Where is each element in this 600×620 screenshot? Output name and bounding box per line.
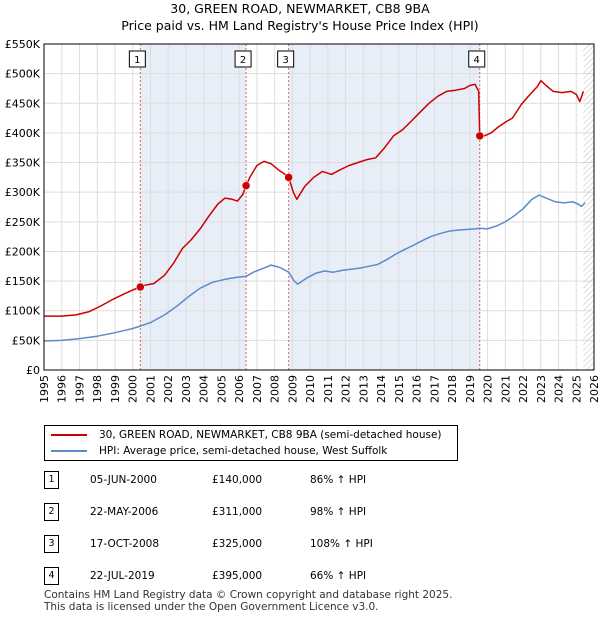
x-tick-label: 1998: [91, 375, 104, 403]
x-tick-label: 2003: [180, 375, 193, 403]
sale-point: [475, 131, 484, 141]
chart-title: 30, GREEN ROAD, NEWMARKET, CB8 9BA Price…: [0, 0, 600, 34]
legend-item-property: 30, GREEN ROAD, NEWMARKET, CB8 9BA (semi…: [51, 427, 442, 443]
x-tick-label: 1997: [73, 375, 86, 403]
legend-item-hpi: HPI: Average price, semi-detached house,…: [51, 443, 387, 459]
x-tick-label: 2021: [499, 375, 512, 403]
x-tick-label: 2020: [482, 375, 495, 403]
x-tick-label: 2000: [127, 375, 140, 403]
x-tick-label: 2016: [411, 375, 424, 403]
x-tick-label: 2004: [198, 375, 211, 403]
x-tick-label: 2018: [446, 375, 459, 403]
y-tick-label: £300K: [5, 186, 41, 199]
sale-row: 4 22-JUL-2019 £395,000 66% ↑ HPI: [44, 566, 464, 586]
y-tick-label: £50K: [12, 334, 41, 347]
forecast-hatch: [583, 44, 594, 370]
x-tick-label: 2001: [144, 375, 157, 403]
sale-hpi-change: 86% ↑ HPI: [310, 474, 367, 486]
x-tick-label: 2002: [162, 375, 175, 403]
y-tick-label: £0: [26, 364, 40, 377]
x-tick-label: 1995: [38, 375, 51, 403]
hpi-line: [43, 194, 586, 342]
sale-date: 17-OCT-2008: [90, 538, 159, 550]
sale-price: £325,000: [212, 538, 263, 550]
x-tick-label: 2023: [535, 375, 548, 403]
y-tick-label: £350K: [5, 157, 41, 170]
sale-point: [241, 181, 251, 190]
x-tick-label: 2025: [570, 375, 583, 403]
sale-label-number: 4: [474, 55, 480, 66]
sale-label-box: [234, 50, 252, 68]
legend-label-property: 30, GREEN ROAD, NEWMARKET, CB8 9BA (semi…: [99, 429, 442, 441]
sale-label-number: 3: [282, 55, 288, 66]
sale-row: 2 22-MAY-2006 £311,000 98% ↑ HPI: [44, 502, 464, 522]
footer-licence: This data is licensed under the Open Gov…: [44, 601, 379, 613]
sale-price: £395,000: [212, 570, 263, 582]
x-tick-label: 2007: [251, 375, 264, 403]
y-tick-label: £150K: [5, 275, 41, 288]
x-tick-label: 2009: [286, 375, 299, 403]
x-tick-label: 2017: [428, 375, 441, 403]
x-tick-label: 2012: [340, 375, 353, 403]
x-tick-label: 2011: [322, 375, 335, 403]
x-tick-label: 2024: [553, 375, 566, 403]
sale-point: [284, 173, 293, 182]
sale-date: 05-JUN-2000: [90, 474, 157, 486]
x-tick-label: 2005: [215, 375, 228, 403]
sale-number-badge: 3: [44, 535, 59, 553]
sale-price: £140,000: [212, 474, 263, 486]
sale-hpi-change: 108% ↑ HPI: [310, 538, 373, 550]
sale-hpi-change: 98% ↑ HPI: [310, 506, 367, 518]
sale-price: £311,000: [212, 506, 263, 518]
y-tick-label: £550K: [5, 38, 41, 51]
sale-date: 22-MAY-2006: [90, 506, 159, 518]
title-line-2: Price paid vs. HM Land Registry's House …: [121, 18, 479, 33]
x-tick-label: 2008: [269, 375, 282, 403]
sale-number-badge: 1: [44, 471, 59, 489]
x-tick-label: 2026: [588, 375, 600, 403]
x-tick-label: 2013: [357, 375, 370, 403]
x-tick-label: 1999: [109, 375, 122, 403]
sale-row: 1 05-JUN-2000 £140,000 86% ↑ HPI: [44, 470, 464, 490]
property-price-line: [44, 79, 585, 317]
sale-label-box: [468, 50, 486, 68]
sale-label-box: [128, 50, 146, 68]
x-tick-label: 2006: [233, 375, 246, 403]
x-tick-label: 2014: [375, 375, 388, 403]
sale-label-number: 2: [240, 55, 246, 66]
sale-hpi-change: 66% ↑ HPI: [310, 570, 367, 582]
x-tick-label: 2019: [464, 375, 477, 403]
legend: 30, GREEN ROAD, NEWMARKET, CB8 9BA (semi…: [44, 425, 458, 461]
y-tick-label: £100K: [5, 305, 41, 318]
y-tick-label: £250K: [5, 216, 41, 229]
sale-point: [136, 282, 145, 292]
x-tick-label: 2015: [393, 375, 406, 403]
footer: Contains HM Land Registry data © Crown c…: [44, 589, 452, 613]
y-tick-label: £500K: [5, 68, 41, 81]
y-tick-label: £450K: [5, 97, 41, 110]
sale-row: 3 17-OCT-2008 £325,000 108% ↑ HPI: [44, 534, 464, 554]
legend-swatch-property: [51, 434, 87, 436]
price-chart: 1 2 3 4 £0 £50K £100K £150K £200K £250K £300K £350…: [5, 38, 600, 403]
sale-label-number: 1: [134, 55, 140, 66]
y-tick-label: £400K: [5, 127, 41, 140]
sale-date: 22-JUL-2019: [90, 570, 155, 582]
x-tick-label: 2010: [304, 375, 317, 403]
title-line-1: 30, GREEN ROAD, NEWMARKET, CB8 9BA: [170, 1, 430, 16]
plot-frame: [43, 43, 595, 371]
y-tick-label: £200K: [5, 245, 41, 258]
legend-swatch-hpi: [51, 450, 87, 452]
sale-number-badge: 2: [44, 503, 59, 521]
x-tick-label: 2022: [517, 375, 530, 403]
x-tick-label: 1996: [56, 375, 69, 403]
legend-label-hpi: HPI: Average price, semi-detached house,…: [99, 445, 388, 457]
sale-number-badge: 4: [44, 567, 59, 585]
shaded-period: [288, 44, 480, 370]
footer-copyright: Contains HM Land Registry data © Crown c…: [44, 589, 453, 601]
sale-label-box: [277, 50, 295, 68]
shaded-period: [140, 44, 247, 370]
